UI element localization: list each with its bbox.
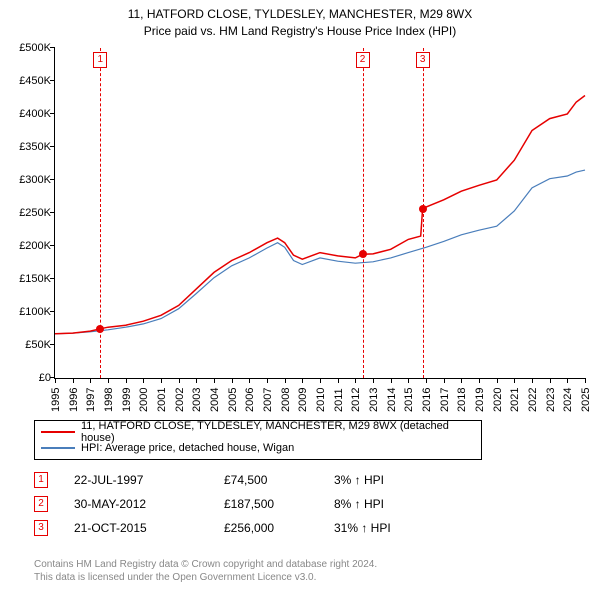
y-tick-label: £100K [19, 306, 55, 318]
sale-row-0: 1 22-JUL-1997 £74,500 3% ↑ HPI [34, 468, 566, 492]
x-tick-label: 2009 [297, 388, 309, 412]
y-tick-label: £50K [25, 339, 55, 351]
chart-plot-area: £0£50K£100K£150K£200K£250K£300K£350K£400… [54, 48, 585, 379]
sale-marker-box-0: 1 [34, 472, 48, 488]
title-block: 11, HATFORD CLOSE, TYLDESLEY, MANCHESTER… [0, 0, 600, 40]
series-line-0 [55, 96, 585, 334]
x-tick-label: 2001 [156, 388, 168, 412]
sale-row-2: 3 21-OCT-2015 £256,000 31% ↑ HPI [34, 516, 566, 540]
x-tick-label: 2023 [545, 388, 557, 412]
sale-date-1: 30-MAY-2012 [74, 497, 224, 511]
x-tick-label: 2022 [527, 388, 539, 412]
sale-marker-dot [96, 325, 104, 333]
legend-label-1: HPI: Average price, detached house, Wiga… [81, 442, 294, 454]
y-tick-label: £150K [19, 273, 55, 285]
y-tick-label: £350K [19, 141, 55, 153]
disclaimer: Contains HM Land Registry data © Crown c… [34, 558, 377, 584]
sale-marker-flag: 3 [416, 52, 430, 68]
sale-marker-dot [419, 205, 427, 213]
y-tick-label: £400K [19, 108, 55, 120]
sale-hpi-0: 3% ↑ HPI [334, 473, 384, 487]
sale-marker-flag: 2 [356, 52, 370, 68]
x-tick-label: 2020 [492, 388, 504, 412]
sale-date-2: 21-OCT-2015 [74, 521, 224, 535]
x-tick-label: 2013 [368, 388, 380, 412]
x-tick-label: 2019 [474, 388, 486, 412]
sale-date-0: 22-JUL-1997 [74, 473, 224, 487]
x-tick-label: 2018 [456, 388, 468, 412]
sale-price-1: £187,500 [224, 497, 334, 511]
x-tick-label: 2007 [262, 388, 274, 412]
x-tick-label: 2008 [280, 388, 292, 412]
x-tick-label: 2014 [386, 388, 398, 412]
y-tick-label: £300K [19, 174, 55, 186]
y-tick-label: £500K [19, 42, 55, 54]
x-tick-label: 1999 [121, 388, 133, 412]
legend-swatch-0 [41, 431, 75, 433]
x-tick-label: 2015 [403, 388, 415, 412]
sale-price-0: £74,500 [224, 473, 334, 487]
x-tick-label: 2004 [209, 388, 221, 412]
x-tick-label: 2012 [350, 388, 362, 412]
x-tick-label: 2017 [439, 388, 451, 412]
sales-table: 1 22-JUL-1997 £74,500 3% ↑ HPI 2 30-MAY-… [34, 468, 566, 540]
sale-marker-box-1: 2 [34, 496, 48, 512]
x-tick-label: 1995 [50, 388, 62, 412]
x-tick-label: 2005 [227, 388, 239, 412]
y-tick-label: £250K [19, 207, 55, 219]
disclaimer-line-2: This data is licensed under the Open Gov… [34, 571, 377, 584]
x-tick-label: 1998 [103, 388, 115, 412]
legend-swatch-1 [41, 447, 75, 449]
sale-marker-dot [359, 250, 367, 258]
y-tick-label: £0 [39, 372, 55, 384]
x-tick-label: 1996 [68, 388, 80, 412]
x-tick-label: 2024 [562, 388, 574, 412]
legend-row-0: 11, HATFORD CLOSE, TYLDESLEY, MANCHESTER… [41, 424, 475, 440]
x-tick-label: 2011 [333, 388, 345, 412]
x-tick-label: 2002 [174, 388, 186, 412]
x-tick-label: 2000 [138, 388, 150, 412]
legend: 11, HATFORD CLOSE, TYLDESLEY, MANCHESTER… [34, 420, 482, 460]
x-tick-label: 2025 [580, 388, 592, 412]
sale-row-1: 2 30-MAY-2012 £187,500 8% ↑ HPI [34, 492, 566, 516]
sale-hpi-2: 31% ↑ HPI [334, 521, 391, 535]
sale-price-2: £256,000 [224, 521, 334, 535]
x-tick-label: 2021 [509, 388, 521, 412]
x-tick-label: 2006 [244, 388, 256, 412]
disclaimer-line-1: Contains HM Land Registry data © Crown c… [34, 558, 377, 571]
x-tick-label: 1997 [85, 388, 97, 412]
line-plot-svg [55, 48, 585, 378]
x-tick-label: 2010 [315, 388, 327, 412]
sale-marker-line [363, 48, 364, 378]
y-tick-label: £450K [19, 75, 55, 87]
figure-container: 11, HATFORD CLOSE, TYLDESLEY, MANCHESTER… [0, 0, 600, 590]
sale-marker-box-2: 3 [34, 520, 48, 536]
x-tick-label: 2016 [421, 388, 433, 412]
sale-hpi-1: 8% ↑ HPI [334, 497, 384, 511]
title-line-2: Price paid vs. HM Land Registry's House … [0, 23, 600, 40]
title-line-1: 11, HATFORD CLOSE, TYLDESLEY, MANCHESTER… [0, 6, 600, 23]
x-tick-label: 2003 [191, 388, 203, 412]
y-tick-label: £200K [19, 240, 55, 252]
sale-marker-flag: 1 [93, 52, 107, 68]
legend-label-0: 11, HATFORD CLOSE, TYLDESLEY, MANCHESTER… [81, 420, 475, 444]
